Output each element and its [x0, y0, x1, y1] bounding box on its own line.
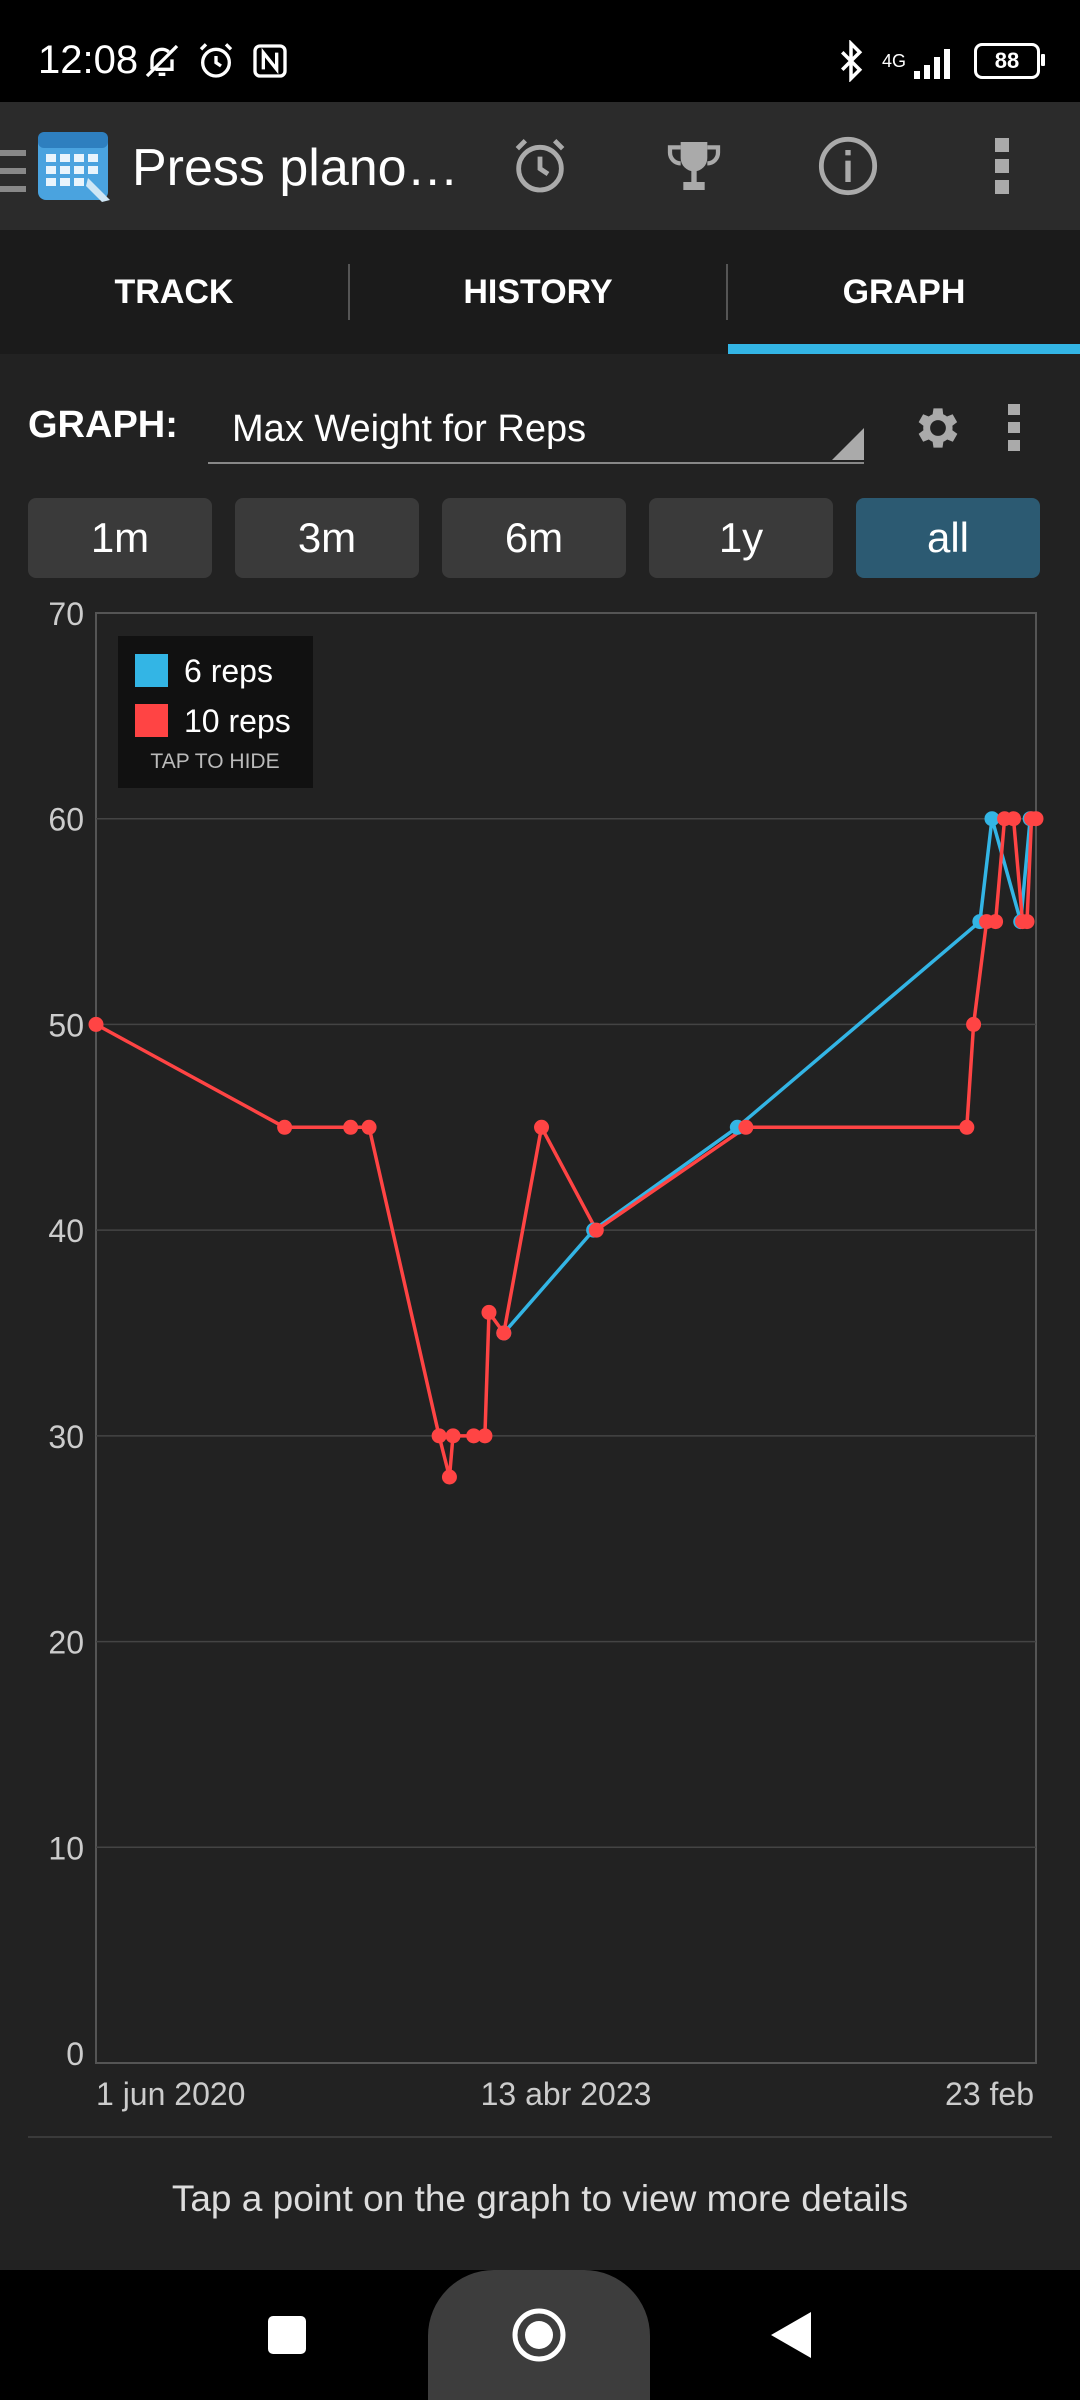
y-tick-label: 20	[48, 1625, 84, 1661]
tab-divider	[348, 264, 350, 320]
more-vert-icon	[995, 138, 1009, 194]
signal-icon	[914, 49, 950, 79]
status-time: 12:08	[38, 38, 139, 82]
legend-label-10-reps: 10 reps	[184, 703, 291, 739]
weight-chart[interactable]: 0 10 20 30 40 50 60 70 1 jun 2020 13 abr 2023 23 …	[0, 600, 1080, 2120]
legend-hide-hint[interactable]: TAP TO HIDE	[150, 750, 279, 773]
network-label: 4G	[881, 50, 906, 71]
tab-bar: TRACK HISTORY GRAPH	[0, 230, 1080, 354]
legend-label-6-reps: 6 reps	[184, 653, 273, 689]
status-bar: 12:08 4G 88	[0, 0, 1080, 102]
trophy-icon	[667, 142, 721, 190]
gear-icon	[918, 408, 958, 448]
data-point-10-reps[interactable]	[441, 1469, 457, 1485]
legend[interactable]: 6 reps 10 reps TAP TO HIDE	[118, 636, 313, 788]
home-button[interactable]	[500, 2300, 578, 2370]
data-point-10-reps[interactable]	[343, 1119, 359, 1135]
data-point-10-reps[interactable]	[466, 1428, 482, 1444]
overflow-menu-button[interactable]	[960, 124, 1044, 208]
data-point-10-reps[interactable]	[959, 1119, 975, 1135]
home-circle-icon	[512, 2308, 566, 2362]
data-point-10-reps[interactable]	[1028, 811, 1044, 827]
data-point-10-reps[interactable]	[477, 1428, 493, 1444]
y-tick-label: 10	[48, 1830, 84, 1866]
x-tick-label: 23 feb	[945, 2076, 1034, 2112]
y-tick-label: 50	[48, 1007, 84, 1043]
tab-graph[interactable]: GRAPH	[842, 272, 966, 311]
back-button[interactable]	[752, 2300, 830, 2370]
data-point-10-reps[interactable]	[88, 1016, 104, 1032]
graph-hint: Tap a point on the graph to view more de…	[171, 2178, 909, 2219]
bell-off-icon	[145, 44, 179, 78]
alarm-icon	[199, 43, 233, 78]
drawer-menu-icon[interactable]	[0, 148, 28, 198]
data-point-10-reps[interactable]	[534, 1119, 550, 1135]
footer-divider	[28, 2136, 1052, 2138]
legend-swatch-10-reps	[135, 704, 168, 737]
selected-tab-indicator	[728, 344, 1080, 354]
x-tick-label: 1 jun 2020	[96, 2076, 245, 2112]
plot-area	[95, 612, 1037, 2064]
data-point-10-reps[interactable]	[966, 1016, 982, 1032]
back-triangle-icon	[771, 2312, 811, 2358]
recents-square-icon	[268, 2316, 306, 2354]
graph-settings-button[interactable]	[906, 396, 970, 460]
graph-type-value: Max Weight for Reps	[232, 408, 587, 450]
y-tick-label: 60	[48, 802, 84, 838]
exercise-info-button[interactable]	[806, 124, 890, 208]
data-point-10-reps[interactable]	[1019, 914, 1035, 930]
y-tick-label: 70	[48, 600, 84, 632]
legend-swatch-6-reps	[135, 654, 168, 687]
bluetooth-icon	[840, 40, 863, 82]
graph-overflow-button[interactable]	[994, 396, 1034, 460]
data-point-10-reps[interactable]	[988, 914, 1004, 930]
rest-timer-button[interactable]	[498, 124, 582, 208]
data-point-10-reps[interactable]	[431, 1428, 447, 1444]
range-all-button[interactable]: all	[856, 498, 1040, 578]
battery-level: 88	[994, 48, 1020, 73]
range-1m-button[interactable]: 1m	[28, 498, 212, 578]
dropdown-arrow-icon	[832, 428, 864, 460]
info-icon	[818, 136, 878, 196]
data-point-10-reps[interactable]	[277, 1119, 293, 1135]
y-tick-label: 30	[48, 1419, 84, 1455]
y-tick-label: 40	[48, 1213, 84, 1249]
data-point-10-reps[interactable]	[481, 1304, 497, 1320]
y-tick-label: 0	[66, 2036, 84, 2072]
personal-records-button[interactable]	[652, 124, 736, 208]
app-logo-icon[interactable]	[36, 126, 116, 206]
series-line-10-reps	[95, 816, 1036, 1479]
graph-type-label: GRAPH:	[28, 404, 178, 446]
data-point-10-reps[interactable]	[361, 1119, 377, 1135]
range-3m-button[interactable]: 3m	[235, 498, 419, 578]
range-6m-button[interactable]: 6m	[442, 498, 626, 578]
data-point-10-reps[interactable]	[588, 1222, 604, 1238]
graph-type-dropdown[interactable]: Max Weight for Reps	[208, 398, 864, 464]
more-vert-icon	[1008, 404, 1020, 451]
battery-icon: 88	[974, 43, 1045, 79]
range-1y-button[interactable]: 1y	[649, 498, 833, 578]
exercise-title: Press plano…	[132, 139, 459, 197]
tab-track[interactable]: TRACK	[114, 272, 234, 311]
data-point-10-reps[interactable]	[445, 1428, 461, 1444]
recents-button[interactable]	[248, 2300, 326, 2370]
alarm-clock-icon	[515, 138, 565, 193]
data-point-10-reps[interactable]	[496, 1325, 512, 1341]
x-tick-label: 13 abr 2023	[481, 2076, 652, 2112]
data-point-10-reps[interactable]	[738, 1119, 754, 1135]
data-point-6-reps[interactable]	[984, 811, 1000, 827]
app-bar: Press plano…	[0, 102, 1080, 230]
tab-history[interactable]: HISTORY	[463, 272, 613, 311]
data-point-10-reps[interactable]	[1006, 811, 1022, 827]
nfc-icon	[253, 44, 287, 78]
tab-divider	[726, 264, 728, 320]
